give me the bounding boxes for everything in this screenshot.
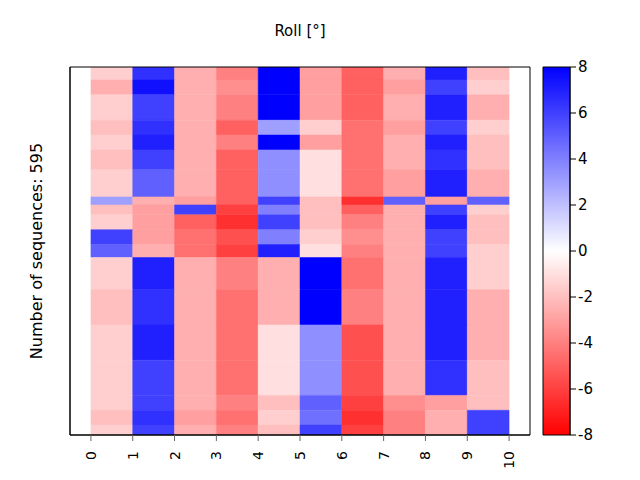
svg-text:4: 4 <box>250 451 266 460</box>
svg-text:6: 6 <box>578 104 588 122</box>
svg-text:-2: -2 <box>578 288 593 306</box>
svg-text:1: 1 <box>125 451 141 460</box>
svg-text:-6: -6 <box>578 380 593 398</box>
svg-text:3: 3 <box>208 451 224 460</box>
svg-text:0: 0 <box>578 242 588 260</box>
svg-text:2: 2 <box>167 451 183 460</box>
svg-text:7: 7 <box>376 451 392 460</box>
svg-text:-4: -4 <box>578 334 593 352</box>
svg-text:2: 2 <box>578 196 588 214</box>
svg-text:0: 0 <box>83 451 99 460</box>
svg-text:-8: -8 <box>578 426 593 444</box>
svg-text:10: 10 <box>501 451 517 469</box>
html-text:Roll [°]: Roll [°] <box>274 22 326 40</box>
svg-text:9: 9 <box>459 451 475 460</box>
html-text:Number of sequences: 595: Number of sequences: 595 <box>26 142 46 360</box>
svg-text:5: 5 <box>292 451 308 460</box>
svg-text:8: 8 <box>417 451 433 460</box>
svg-text:4: 4 <box>578 150 588 168</box>
svg-text:6: 6 <box>334 451 350 460</box>
svg-text:8: 8 <box>578 58 588 76</box>
